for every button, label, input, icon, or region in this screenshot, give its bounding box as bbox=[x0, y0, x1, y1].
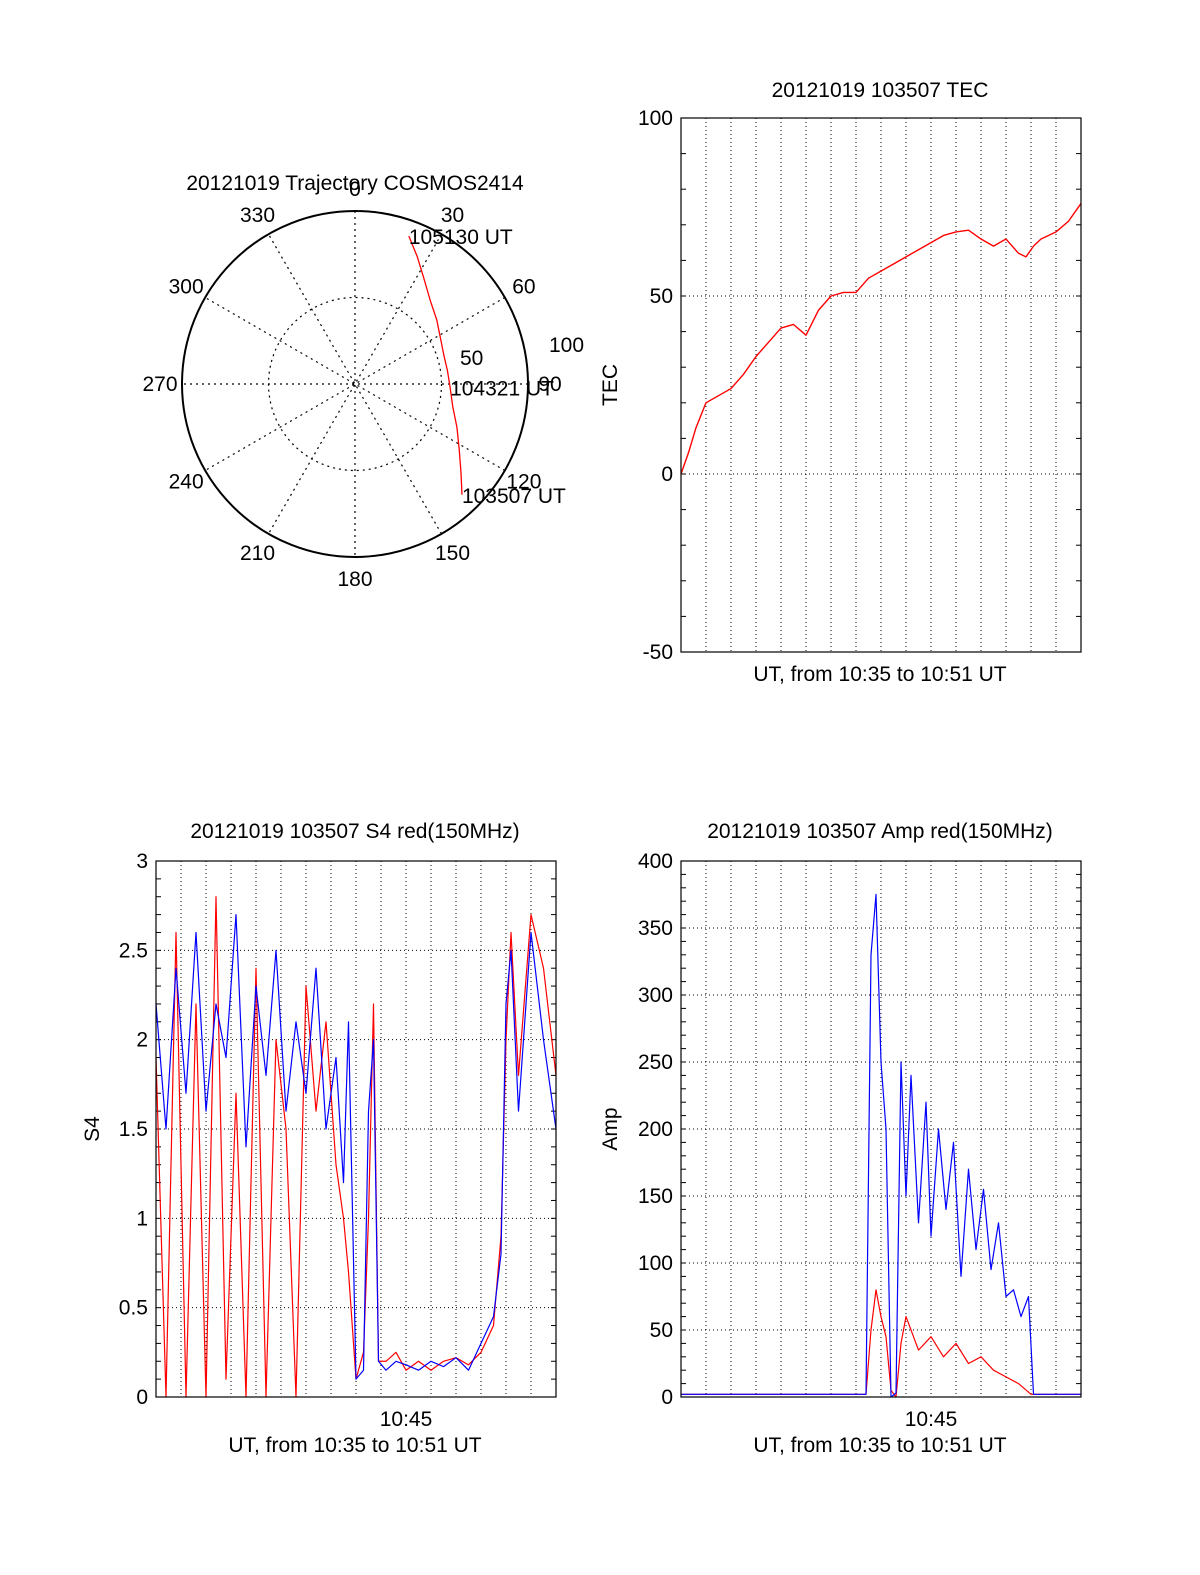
polar-angle-label: 330 bbox=[240, 204, 275, 227]
s4-title: 20121019 103507 S4 red(150MHz) bbox=[190, 820, 519, 843]
y-tick-label: 400 bbox=[638, 850, 673, 873]
s4-y-axis-label: S4 bbox=[81, 1116, 104, 1142]
polar-radial-label-100: 100 bbox=[549, 334, 584, 357]
amp-frame bbox=[680, 860, 1082, 1398]
tec-y-axis-label: TEC bbox=[599, 364, 622, 406]
tec-panel: 20121019 103507 TEC -50 0 50 100 TEC UT, fr… bbox=[599, 79, 1082, 686]
tec-grid bbox=[681, 117, 1081, 653]
polar-spoke bbox=[204, 296, 506, 472]
amp-series bbox=[681, 893, 1081, 1398]
polar-outer-circle bbox=[181, 210, 529, 558]
s4-frame bbox=[155, 860, 557, 1398]
polar-angle-label: 60 bbox=[512, 276, 535, 299]
y-tick-label: -50 bbox=[643, 641, 673, 664]
polar-spoke bbox=[267, 233, 443, 535]
tec-y-tick-labels: -50 0 50 100 bbox=[638, 107, 673, 664]
polar-angle-label: 270 bbox=[142, 373, 177, 396]
y-tick-label: 0.5 bbox=[119, 1297, 148, 1320]
series-line-1 bbox=[155, 913, 557, 1380]
series-line-0 bbox=[680, 203, 1082, 475]
y-tick-label: 1.5 bbox=[119, 1118, 148, 1141]
y-tick-label: 250 bbox=[638, 1051, 673, 1074]
polar-angle-label: 150 bbox=[435, 542, 470, 565]
s4-x-tick-label: 10:45 bbox=[380, 1408, 433, 1431]
s4-grid bbox=[156, 860, 556, 1398]
s4-panel: 20121019 103507 S4 red(150MHz) 0 0.5 1 1.5 2… bbox=[81, 820, 557, 1457]
polar-angle-label: 210 bbox=[240, 542, 275, 565]
y-tick-label: 2 bbox=[136, 1029, 148, 1052]
y-tick-label: 2.5 bbox=[119, 939, 148, 962]
series-line-1 bbox=[681, 893, 1081, 1398]
polar-time-annotation: 104321 UT bbox=[450, 377, 554, 400]
y-tick-label: 0 bbox=[661, 463, 673, 486]
tec-series bbox=[680, 203, 1082, 475]
polar-angle-label: 90 bbox=[538, 373, 561, 396]
polar-spoke bbox=[204, 296, 506, 472]
y-tick-label: 100 bbox=[638, 107, 673, 130]
polar-annotations: 105130 UT 104321 UT 103507 UT bbox=[409, 226, 566, 508]
y-tick-label: 100 bbox=[638, 1252, 673, 1275]
tec-title: 20121019 103507 TEC bbox=[772, 79, 989, 102]
polar-time-annotation: 105130 UT bbox=[409, 226, 513, 249]
amp-x-tick-label: 10:45 bbox=[905, 1408, 958, 1431]
y-tick-label: 50 bbox=[650, 285, 673, 308]
y-tick-label: 300 bbox=[638, 984, 673, 1007]
amp-title: 20121019 103507 Amp red(150MHz) bbox=[707, 820, 1053, 843]
amp-y-tick-labels: 0 50 100 150 200 250 300 350 400 bbox=[638, 850, 673, 1409]
polar-angle-label: 300 bbox=[169, 276, 204, 299]
polar-trajectory-panel: 20121019 Trajectory COSMOS2414 0 30 60 90 12… bbox=[142, 172, 584, 591]
polar-title: 20121019 Trajectory COSMOS2414 bbox=[186, 172, 524, 195]
s4-series bbox=[155, 896, 557, 1398]
polar-angle-label: 180 bbox=[337, 568, 372, 591]
y-tick-label: 150 bbox=[638, 1185, 673, 1208]
polar-radial-label-50: 50 bbox=[460, 347, 483, 370]
series-line-0 bbox=[681, 1289, 1081, 1398]
polar-angle-label: 240 bbox=[169, 471, 204, 494]
amp-panel: 20121019 103507 Amp red(150MHz) 0 50 100 15… bbox=[599, 820, 1082, 1457]
y-tick-label: 0 bbox=[661, 1386, 673, 1409]
y-tick-label: 3 bbox=[136, 850, 148, 873]
y-tick-label: 200 bbox=[638, 1118, 673, 1141]
polar-trajectory-line bbox=[408, 235, 463, 495]
polar-time-annotation: 103507 UT bbox=[462, 485, 566, 508]
polar-angle-labels: 0 30 60 90 120 150 180 210 240 270 300 330 bbox=[142, 178, 561, 591]
polar-grid bbox=[182, 211, 528, 557]
polar-angle-label: 120 bbox=[506, 471, 541, 494]
tec-x-axis-label: UT, from 10:35 to 10:51 UT bbox=[753, 663, 1006, 686]
y-tick-label: 1 bbox=[136, 1207, 148, 1230]
amp-x-axis-label: UT, from 10:35 to 10:51 UT bbox=[753, 1434, 1006, 1457]
polar-angle-label: 30 bbox=[441, 204, 464, 227]
y-tick-label: 0 bbox=[136, 1386, 148, 1409]
amp-y-axis-label: Amp bbox=[599, 1107, 622, 1150]
s4-x-axis-label: UT, from 10:35 to 10:51 UT bbox=[228, 1434, 481, 1457]
polar-ring bbox=[267, 296, 443, 472]
tec-frame bbox=[680, 117, 1082, 653]
s4-y-tick-labels: 0 0.5 1 1.5 2 2.5 3 bbox=[119, 850, 148, 1409]
y-tick-label: 350 bbox=[638, 917, 673, 940]
polar-spoke bbox=[267, 233, 443, 535]
polar-series bbox=[408, 235, 463, 495]
polar-angle-label: 0 bbox=[349, 178, 361, 201]
y-tick-label: 50 bbox=[650, 1319, 673, 1342]
